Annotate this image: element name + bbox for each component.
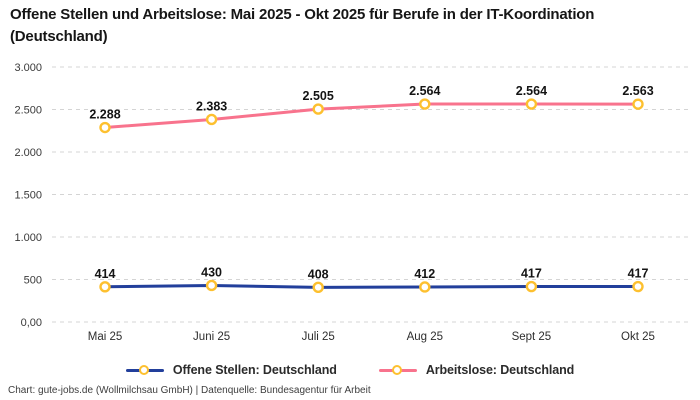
x-tick-label: Aug 25 (407, 331, 443, 343)
series-line-offene-stellen-deutschland (103, 283, 640, 289)
legend-swatch-offene-stellen (125, 364, 164, 376)
legend: Offene Stellen: Deutschland Arbeitslose:… (0, 359, 700, 381)
x-tick-label: Juli 25 (302, 331, 335, 343)
x-tick-label: Sept 25 (512, 331, 552, 343)
y-tick-label: 1.500 (14, 190, 42, 202)
data-point-value-label: 417 (628, 267, 649, 281)
data-point-value-label: 2.383 (196, 99, 227, 113)
legend-item-arbeitslose[interactable]: Arbeitslose: Deutschland (378, 363, 575, 377)
chart-title: Offene Stellen und Arbeitslose: Mai 2025… (10, 6, 595, 45)
y-tick-label: 1.000 (14, 232, 42, 244)
x-tick-label: Juni 25 (193, 331, 230, 343)
chart-plot-area: 0,00 500 1.000 1.500 2.000 2.500 3.000 Mai 25 Ju… (14, 62, 692, 343)
data-point-value-label: 412 (414, 267, 435, 281)
data-point-marker-arbeitslose-deutschland-juni-25[interactable] (205, 113, 218, 126)
legend-marker-icon (138, 365, 149, 375)
data-point-marker-arbeitslose-deutschland-juli-25[interactable] (312, 103, 324, 115)
data-point-value-label: 2.564 (409, 84, 440, 98)
data-point-value-label: 2.563 (622, 84, 653, 98)
legend-marker-icon (391, 365, 402, 375)
data-point-value-label: 417 (521, 267, 542, 281)
data-point-marker-arbeitslose-deutschland-aug-25[interactable] (419, 98, 431, 110)
chart-source-credit: Chart: gute-jobs.de (Wollmilchsau GmbH) … (8, 385, 371, 396)
legend-label-offene-stellen: Offene Stellen: Deutschland (172, 363, 337, 377)
data-point-value-label: 414 (95, 267, 116, 281)
series-line-arbeitslose-deutschland (103, 102, 640, 130)
data-point-marker-arbeitslose-deutschland-sept-25[interactable] (525, 98, 538, 110)
data-point-value-label: 430 (201, 265, 222, 279)
x-tick-label: Okt 25 (621, 331, 655, 343)
data-point-marker-arbeitslose-deutschland-mai-25[interactable] (99, 121, 111, 134)
legend-item-offene-stellen[interactable]: Offene Stellen: Deutschland (125, 363, 337, 377)
data-point-value-label: 408 (308, 267, 329, 281)
legend-swatch-arbeitslose (378, 364, 417, 376)
y-tick-label: 2.500 (14, 105, 42, 117)
data-point-marker-offene-stellen-deutschland-mai-25[interactable] (99, 281, 111, 293)
data-point-marker-offene-stellen-deutschland-juli-25[interactable] (312, 281, 324, 294)
data-point-value-label: 2.564 (516, 84, 547, 98)
x-tick-label: Mai 25 (88, 331, 123, 343)
y-tick-label: 3.000 (14, 62, 42, 74)
legend-label-arbeitslose: Arbeitslose: Deutschland (425, 363, 575, 377)
data-point-marker-arbeitslose-deutschland-okt-25[interactable] (632, 98, 644, 110)
y-tick-label: 500 (24, 275, 42, 287)
data-point-marker-offene-stellen-deutschland-sept-25[interactable] (525, 280, 538, 293)
data-point-value-label: 2.288 (89, 108, 120, 122)
y-tick-label: 0,00 (21, 317, 42, 329)
y-tick-label: 2.000 (14, 147, 42, 159)
data-point-marker-offene-stellen-deutschland-aug-25[interactable] (419, 281, 431, 293)
data-point-marker-offene-stellen-deutschland-okt-25[interactable] (632, 280, 644, 293)
data-point-value-label: 2.505 (303, 89, 334, 103)
data-point-marker-offene-stellen-deutschland-juni-25[interactable] (205, 279, 218, 292)
